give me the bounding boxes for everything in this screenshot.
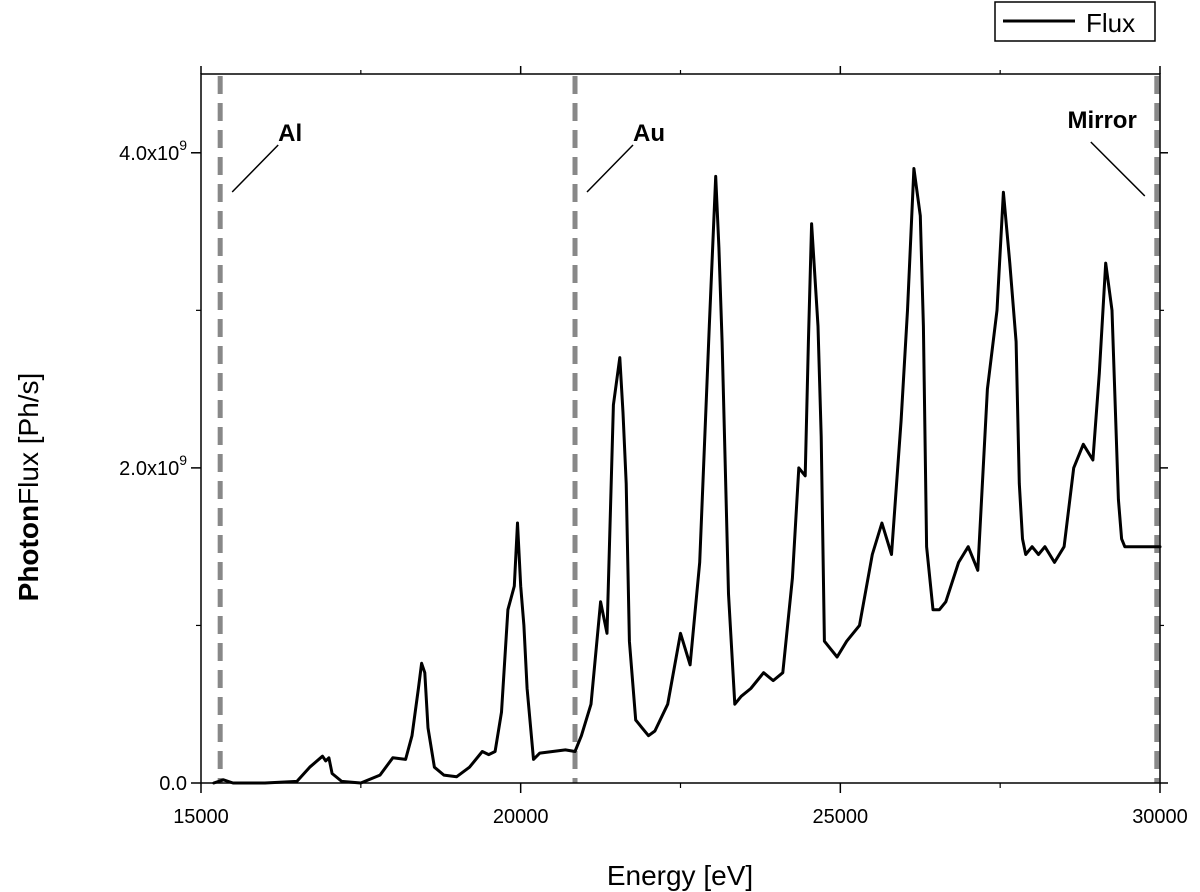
annotation-label-al: Al (278, 120, 302, 147)
axes-layer: 15000 20000 25000 30000 0.0 2.0x109 4.0x109 (119, 66, 1188, 828)
annotation-leader-al (231, 144, 279, 193)
y-axis-title-rest: Flux [Ph/s] (13, 373, 44, 505)
plot-frame (200, 73, 1161, 784)
y-axis-title-text: PhotonFlux [Ph/s] (13, 373, 44, 602)
x-tick-label: 25000 (813, 806, 869, 828)
annotation-layer: Al Au Mirror (231, 107, 1146, 197)
annotation-leader-mirror (1090, 141, 1146, 197)
series-layer (212, 167, 1162, 785)
y-tick-label: 0.0 (159, 773, 187, 795)
legend: Flux (994, 1, 1156, 42)
y-axis-title-bold: Photon (13, 505, 44, 601)
y-tick-label: 2.0x109 (119, 452, 187, 480)
y-axis-title: PhotonFlux [Ph/s] (13, 373, 44, 602)
annotation-label-mirror: Mirror (1067, 107, 1136, 134)
annotation-leader-au (586, 144, 634, 193)
x-tick-label: 30000 (1132, 806, 1188, 828)
x-tick-label: 20000 (493, 806, 549, 828)
x-axis-title: Energy [eV] (607, 860, 753, 891)
y-tick-label: 4.0x109 (119, 137, 187, 165)
legend-label-flux: Flux (1086, 8, 1135, 38)
series-line-flux (212, 167, 1162, 785)
x-tick-label: 15000 (173, 806, 229, 828)
annotation-label-au: Au (633, 120, 665, 147)
marker-layer (217, 76, 1160, 783)
